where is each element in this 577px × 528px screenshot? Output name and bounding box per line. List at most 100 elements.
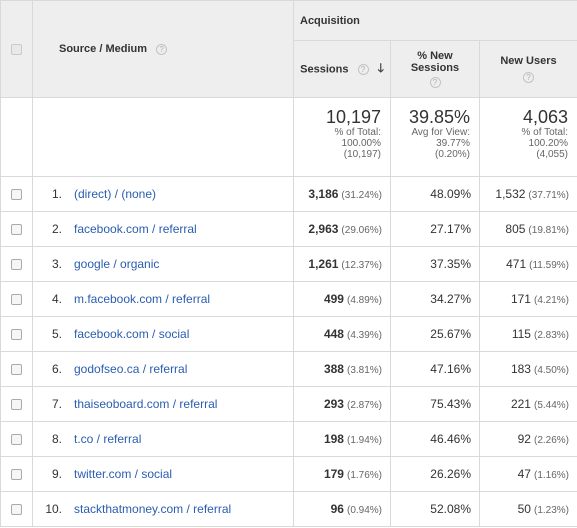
source-medium-link[interactable]: t.co / referral [74, 432, 142, 446]
row-rank: 10. [45, 502, 62, 516]
row-checkbox[interactable] [11, 259, 22, 271]
row-checkbox[interactable] [11, 504, 22, 516]
row-checkbox-cell [0, 386, 33, 422]
new-users-value: 221 [510, 397, 531, 411]
table-row: 6. godofseo.ca / referral 388 (3.81%) 47.1… [0, 351, 577, 387]
new-users-percent: (11.59%) [529, 260, 569, 271]
help-icon[interactable]: ? [156, 43, 168, 55]
new-users-total-line3: (4,055) [536, 149, 568, 160]
new-sessions-header[interactable]: % New Sessions ? [390, 40, 480, 98]
sessions-value: 179 [323, 467, 344, 481]
sessions-total-value: 10,197 [325, 107, 381, 127]
table-row: 8. t.co / referral 198 (1.94%) 46.46% 92 (2… [0, 421, 577, 457]
new-users-value: 471 [506, 257, 527, 271]
source-medium-link[interactable]: facebook.com / referral [74, 222, 197, 236]
new-users-value: 115 [511, 327, 531, 341]
row-checkbox-cell [0, 351, 33, 387]
table-row: 5. facebook.com / social 448 (4.39%) 25.67… [0, 316, 577, 352]
source-medium-link[interactable]: stackthatmoney.com / referral [74, 502, 232, 516]
new-users-cell: 115 (2.83%) [479, 316, 577, 352]
source-medium-cell: 8. t.co / referral [32, 421, 294, 457]
table-row: 9. twitter.com / social 179 (1.76%) 26.26%… [0, 456, 577, 492]
new-users-value: 92 [517, 432, 531, 446]
row-rank: 3. [51, 257, 62, 271]
new-users-value: 50 [517, 502, 531, 516]
sessions-label: Sessions [300, 62, 349, 75]
new-users-cell: 47 (1.16%) [479, 456, 577, 492]
new-users-label: New Users [500, 55, 557, 67]
row-checkbox-cell [0, 246, 33, 282]
new-users-percent: (1.16%) [533, 470, 569, 481]
source-medium-link[interactable]: godofseo.ca / referral [74, 362, 188, 376]
sessions-total-line1: % of Total: [334, 127, 381, 138]
row-checkbox[interactable] [11, 189, 22, 201]
row-rank: 9. [51, 467, 62, 481]
sessions-cell: 1,261 (12.37%) [293, 246, 391, 282]
new-users-percent: (37.71%) [528, 190, 569, 201]
sessions-percent: (12.37%) [341, 260, 382, 271]
source-medium-header[interactable]: Source / Medium ? [32, 0, 294, 98]
sessions-percent: (4.39%) [346, 330, 382, 341]
new-users-percent: (4.50%) [533, 365, 569, 376]
sessions-cell: 388 (3.81%) [293, 351, 391, 387]
help-icon[interactable]: ? [429, 76, 441, 88]
acquisition-group-header: Acquisition [293, 0, 577, 41]
source-medium-link[interactable]: google / organic [74, 257, 160, 271]
sessions-cell: 448 (4.39%) [293, 316, 391, 352]
new-users-cell: 805 (19.81%) [479, 211, 577, 247]
source-medium-cell: 5. facebook.com / social [32, 316, 294, 352]
sessions-percent: (31.24%) [341, 190, 382, 201]
sessions-cell: 198 (1.94%) [293, 421, 391, 457]
row-rank: 5. [51, 327, 62, 341]
table-body: 1. (direct) / (none) 3,186 (31.24%) 48.09%… [0, 176, 577, 527]
sessions-percent: (1.76%) [346, 470, 382, 481]
source-medium-cell: 6. godofseo.ca / referral [32, 351, 294, 387]
row-rank: 4. [51, 292, 62, 306]
table-row: 2. facebook.com / referral 2,963 (29.06%) … [0, 211, 577, 247]
row-checkbox[interactable] [11, 399, 22, 411]
source-medium-link[interactable]: m.facebook.com / referral [74, 292, 211, 306]
row-checkbox-cell [0, 456, 33, 492]
row-rank: 7. [51, 397, 62, 411]
new-users-header[interactable]: New Users ? [479, 40, 577, 98]
new-users-percent: (1.23%) [533, 505, 569, 516]
new-sessions-cell: 26.26% [390, 456, 480, 492]
row-rank: 1. [51, 187, 62, 201]
new-sessions-value: 75.43% [430, 397, 471, 411]
source-medium-link[interactable]: facebook.com / social [74, 327, 190, 341]
source-medium-link[interactable]: twitter.com / social [74, 467, 173, 481]
new-sessions-label-line2: Sessions [410, 62, 460, 74]
sessions-cell: 96 (0.94%) [293, 491, 391, 527]
row-checkbox[interactable] [11, 469, 22, 481]
new-sessions-value: 46.46% [430, 432, 471, 446]
new-users-total-line2: 100.20% [528, 138, 568, 149]
new-users-cell: 1,532 (37.71%) [479, 176, 577, 212]
source-medium-cell: 2. facebook.com / referral [32, 211, 294, 247]
row-checkbox[interactable] [11, 364, 22, 376]
sessions-value: 1,261 [308, 257, 339, 271]
row-checkbox[interactable] [11, 329, 22, 341]
totals-empty-cell [0, 97, 33, 177]
select-all-checkbox[interactable] [11, 43, 22, 55]
row-rank: 6. [51, 362, 62, 376]
sessions-header[interactable]: Sessions ? 🡓 [293, 40, 391, 98]
row-checkbox[interactable] [11, 224, 22, 236]
help-icon[interactable]: ? [357, 63, 369, 75]
new-sessions-value: 25.67% [430, 327, 471, 341]
row-checkbox[interactable] [11, 434, 22, 446]
source-medium-cell: 1. (direct) / (none) [32, 176, 294, 212]
sort-descending-icon[interactable]: 🡓 [377, 60, 384, 75]
source-medium-link[interactable]: thaiseoboard.com / referral [74, 397, 218, 411]
new-users-value: 171 [510, 292, 531, 306]
source-medium-cell: 10. stackthatmoney.com / referral [32, 491, 294, 527]
new-users-cell: 92 (2.26%) [479, 421, 577, 457]
sessions-value: 198 [323, 432, 344, 446]
new-sessions-value: 26.26% [430, 467, 471, 481]
new-users-cell: 183 (4.50%) [479, 351, 577, 387]
sessions-value: 499 [323, 292, 344, 306]
source-medium-link[interactable]: (direct) / (none) [74, 187, 157, 201]
row-checkbox[interactable] [11, 294, 22, 306]
help-icon[interactable]: ? [523, 71, 534, 83]
sessions-cell: 2,963 (29.06%) [293, 211, 391, 247]
new-sessions-value: 48.09% [430, 187, 471, 201]
